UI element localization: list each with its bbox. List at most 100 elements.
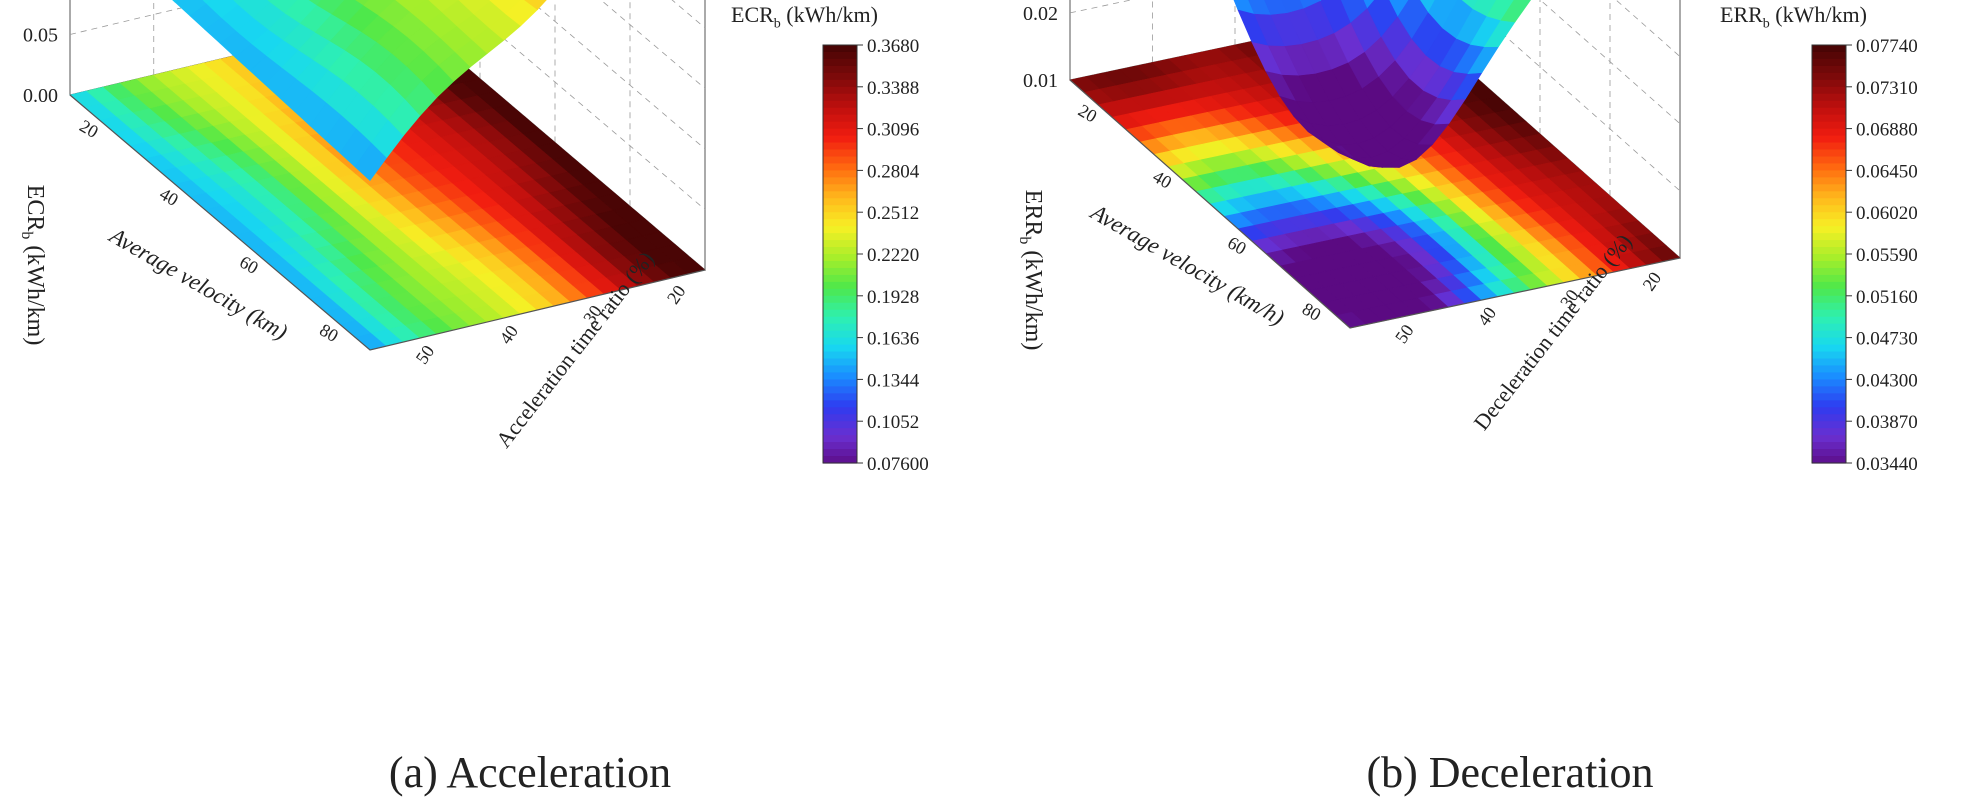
colorbar-band <box>1812 456 1846 464</box>
colorbar-band <box>1812 344 1846 353</box>
x-tick-label: 80 <box>316 320 342 346</box>
colorbar-band <box>823 240 857 248</box>
colorbar-band <box>1812 428 1846 436</box>
colorbar-band <box>823 233 857 241</box>
colorbar-band <box>823 330 857 339</box>
colorbar-band <box>823 100 857 109</box>
colorbar-band <box>1812 100 1846 109</box>
colorbar-band <box>1812 65 1846 74</box>
surface-cell <box>202 0 212 5</box>
acceleration-surface-plot: 0.000.050.100.150.200.250.300.3520406080… <box>18 0 929 475</box>
colorbar-band <box>1812 449 1846 457</box>
colorbar-band <box>823 72 857 81</box>
colorbar-band <box>1812 205 1846 213</box>
colorbar-band <box>823 191 857 199</box>
colorbar-band <box>823 393 857 401</box>
colorbar-band <box>1812 163 1846 171</box>
colorbar-tick-label: 0.07310 <box>1856 78 1918 99</box>
colorbar-band <box>823 65 857 74</box>
colorbar-tick-label: 0.2804 <box>867 161 920 182</box>
surface-cell <box>1389 0 1410 18</box>
z-tick-label: 0.01 <box>1023 70 1058 92</box>
colorbar-band <box>1812 393 1846 401</box>
colorbar-band <box>823 198 857 206</box>
gridline-z <box>529 0 706 150</box>
surface-cell <box>316 0 346 15</box>
colorbar-band <box>823 260 857 269</box>
deceleration-surface-plot: 0.010.020.030.040.050.060.070.0820406080… <box>1016 0 1918 475</box>
colorbar-band <box>823 295 857 304</box>
surface-cell <box>172 0 179 3</box>
colorbar-band <box>1812 128 1846 137</box>
colorbar-tick-label: 0.06880 <box>1856 120 1918 141</box>
colorbar-band <box>1812 365 1846 374</box>
colorbar-band <box>1812 309 1846 318</box>
colorbar-band <box>1812 295 1846 304</box>
colorbar-band <box>1812 358 1846 367</box>
colorbar-band <box>823 212 857 220</box>
colorbar-tick-label: 0.03870 <box>1856 412 1918 433</box>
colorbar-band <box>823 372 857 380</box>
colorbar-band <box>823 442 857 450</box>
colorbar-band <box>823 386 857 394</box>
colorbar-band <box>823 149 857 158</box>
gridline-z <box>1539 0 1681 124</box>
colorbar-band <box>1812 212 1846 220</box>
surface-cell <box>269 0 298 14</box>
colorbar-band <box>823 114 857 123</box>
caption: (a) Acceleration <box>388 748 672 797</box>
colorbar-tick-label: 0.07740 <box>1856 36 1918 57</box>
colorbar-band <box>1812 156 1846 165</box>
colorbar-band <box>1812 400 1846 408</box>
colorbar-band <box>1812 170 1846 178</box>
colorbar-band <box>823 58 857 67</box>
surface <box>1233 0 1532 168</box>
colorbar-band <box>1812 93 1846 102</box>
colorbar-tick-label: 0.04300 <box>1856 370 1918 391</box>
colorbar-band <box>1812 288 1846 297</box>
surface-cell <box>524 0 547 11</box>
z-tick-label: 0.00 <box>23 85 58 107</box>
colorbar-band <box>823 93 857 102</box>
colorbar-band <box>1812 281 1846 290</box>
z-axis-title: ECRb (kWh/km) <box>18 185 48 346</box>
colorbar-tick-label: 0.04730 <box>1856 329 1918 350</box>
colorbar-tick-label: 0.2512 <box>867 203 919 224</box>
colorbar-band <box>1812 274 1846 283</box>
colorbar-tick-label: 0.3388 <box>867 78 919 99</box>
front-axes <box>69 94 706 351</box>
colorbar-band <box>823 184 857 192</box>
colorbar-band <box>1812 330 1846 339</box>
y-tick-label: 50 <box>1391 321 1418 347</box>
colorbar-band <box>823 86 857 95</box>
colorbar-band <box>1812 58 1846 67</box>
colorbar-band <box>1812 407 1846 415</box>
colorbar-band <box>823 128 857 137</box>
y-tick-label: 50 <box>412 341 439 367</box>
colorbar-band <box>823 247 857 255</box>
panel-acceleration: 0.000.050.100.150.200.250.300.3520406080… <box>0 0 989 808</box>
colorbar-band <box>1812 184 1846 192</box>
colorbar-band <box>1812 260 1846 269</box>
x-tick-label: 20 <box>76 116 102 142</box>
x-tick-label: 60 <box>236 252 262 278</box>
colorbar-tick-label: 0.3096 <box>867 120 919 141</box>
colorbar-band <box>823 449 857 457</box>
y-tick-label: 20 <box>1638 268 1665 294</box>
colorbar-tick-label: 0.2220 <box>867 245 919 266</box>
surface-cell <box>1500 0 1532 23</box>
surface-cell <box>1472 0 1497 17</box>
surface-cell <box>233 0 245 6</box>
colorbar-band <box>1812 372 1846 380</box>
y-tick-label: 40 <box>1473 303 1500 329</box>
colorbar-band <box>823 156 857 165</box>
colorbar-band <box>1812 240 1846 248</box>
colorbar-band <box>823 177 857 185</box>
y-tick-label: 40 <box>495 321 522 347</box>
front-axes <box>1069 79 1681 329</box>
colorbar-band <box>823 323 857 332</box>
colorbar-band <box>823 302 857 311</box>
colorbar-band <box>1812 177 1846 185</box>
z-tick-label: 0.05 <box>23 24 58 46</box>
colorbar-band <box>1812 79 1846 88</box>
